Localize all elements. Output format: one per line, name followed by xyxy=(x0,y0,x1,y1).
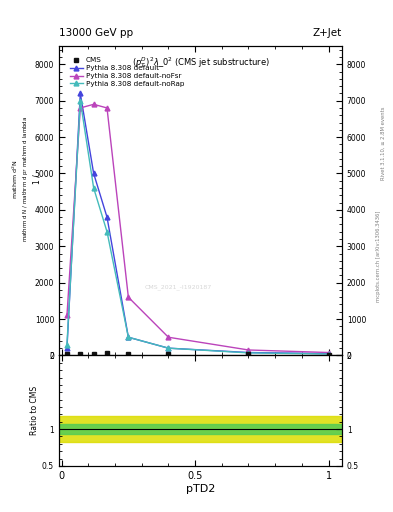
Pythia 8.308 default-noRap xyxy=(91,185,96,191)
Text: Rivet 3.1.10, ≥ 2.8M events: Rivet 3.1.10, ≥ 2.8M events xyxy=(381,106,386,180)
Pythia 8.308 default xyxy=(326,351,331,357)
Line: Pythia 8.308 default-noFsr: Pythia 8.308 default-noFsr xyxy=(64,102,331,355)
Pythia 8.308 default-noFsr xyxy=(166,334,171,340)
Pythia 8.308 default-noFsr xyxy=(64,312,69,318)
Pythia 8.308 default-noRap xyxy=(326,351,331,357)
Text: 1 /: 1 / xyxy=(33,174,42,184)
Pythia 8.308 default-noFsr xyxy=(126,294,131,300)
Pythia 8.308 default-noFsr xyxy=(326,350,331,356)
CMS xyxy=(326,352,331,358)
Pythia 8.308 default xyxy=(126,334,131,340)
Text: $(p_T^D)^2\lambda\_0^2$ (CMS jet substructure): $(p_T^D)^2\lambda\_0^2$ (CMS jet substru… xyxy=(132,55,269,70)
Pythia 8.308 default-noRap xyxy=(105,229,109,235)
Pythia 8.308 default-noFsr xyxy=(91,101,96,108)
Pythia 8.308 default xyxy=(105,214,109,220)
Y-axis label: Ratio to CMS: Ratio to CMS xyxy=(30,386,39,435)
Text: mcplots.cern.ch [arXiv:1306.3436]: mcplots.cern.ch [arXiv:1306.3436] xyxy=(376,210,380,302)
Pythia 8.308 default xyxy=(91,170,96,177)
Pythia 8.308 default-noFsr xyxy=(246,347,251,353)
Pythia 8.308 default-noFsr xyxy=(105,105,109,111)
Pythia 8.308 default-noRap xyxy=(64,342,69,348)
Line: Pythia 8.308 default-noRap: Pythia 8.308 default-noRap xyxy=(64,98,331,356)
Pythia 8.308 default xyxy=(64,345,69,351)
CMS xyxy=(246,351,251,357)
Pythia 8.308 default-noRap xyxy=(78,98,83,104)
Line: CMS: CMS xyxy=(64,351,331,357)
Text: 13000 GeV pp: 13000 GeV pp xyxy=(59,28,133,38)
Pythia 8.308 default xyxy=(78,90,83,96)
Text: CMS_2021_-I1920187: CMS_2021_-I1920187 xyxy=(144,285,211,290)
Text: Z+Jet: Z+Jet xyxy=(313,28,342,38)
Pythia 8.308 default-noRap xyxy=(246,350,251,356)
CMS xyxy=(64,351,69,357)
Text: mathrm d$^2$N: mathrm d$^2$N xyxy=(11,159,20,199)
Text: mathrm d N / mathrm d p$_T$ mathrm d lambda: mathrm d N / mathrm d p$_T$ mathrm d lam… xyxy=(21,116,30,242)
Pythia 8.308 default-noRap xyxy=(166,345,171,351)
CMS xyxy=(91,351,96,357)
X-axis label: pTD2: pTD2 xyxy=(186,483,215,494)
Legend: CMS, Pythia 8.308 default, Pythia 8.308 default-noFsr, Pythia 8.308 default-noRa: CMS, Pythia 8.308 default, Pythia 8.308 … xyxy=(68,56,185,89)
Pythia 8.308 default-noFsr xyxy=(78,105,83,111)
CMS xyxy=(105,350,109,356)
Pythia 8.308 default-noRap xyxy=(126,334,131,340)
CMS xyxy=(166,351,171,357)
Line: Pythia 8.308 default: Pythia 8.308 default xyxy=(64,91,331,356)
Pythia 8.308 default xyxy=(166,345,171,351)
CMS xyxy=(126,351,131,357)
Pythia 8.308 default xyxy=(246,350,251,356)
CMS xyxy=(78,351,83,357)
